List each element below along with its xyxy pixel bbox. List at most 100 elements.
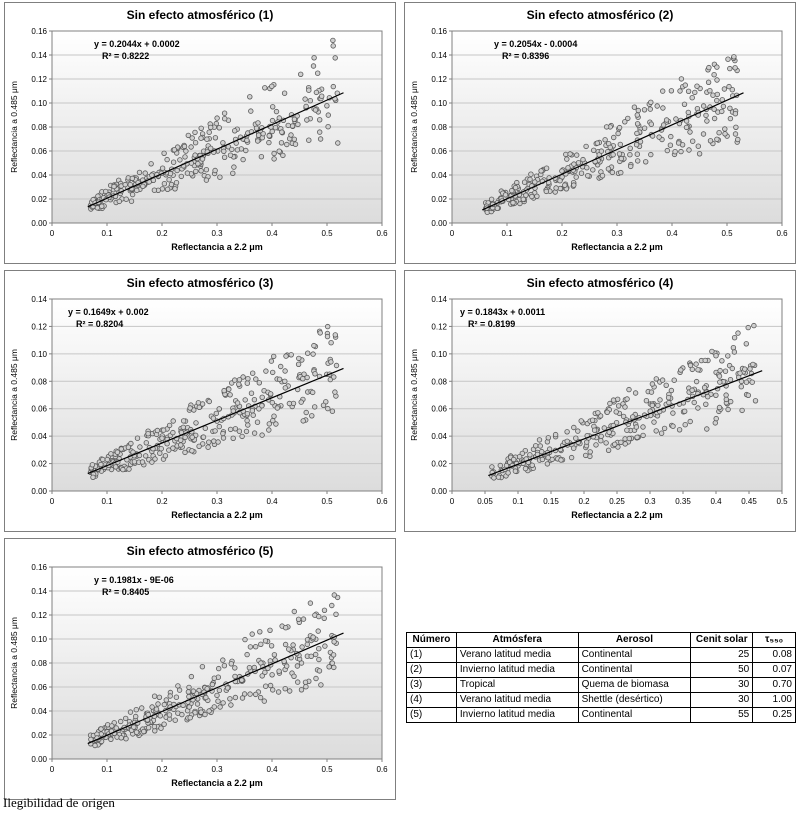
svg-text:0.12: 0.12 (31, 75, 47, 84)
svg-text:0.12: 0.12 (31, 322, 47, 331)
svg-text:0.6: 0.6 (376, 497, 388, 506)
svg-text:0.2: 0.2 (156, 765, 168, 774)
svg-text:0.45: 0.45 (741, 497, 757, 506)
svg-text:0.06: 0.06 (31, 405, 47, 414)
svg-text:0.04: 0.04 (31, 707, 47, 716)
table-cell: Quema de biomasa (577, 677, 692, 693)
svg-text:0.3: 0.3 (611, 229, 623, 238)
svg-text:0.5: 0.5 (321, 229, 333, 238)
scatter-chart-3: 0.00 0.02 0.04 0.06 0.08 0.10 0.12 0.14 0 0.1 0.2 0… (9, 295, 388, 520)
svg-text:0.12: 0.12 (431, 75, 447, 84)
svg-text:y = 0.1981x - 9E-06: y = 0.1981x - 9E-06 (94, 575, 174, 585)
svg-text:0.06: 0.06 (431, 405, 447, 414)
table-cell: (1) (406, 647, 457, 663)
chart-panel-3: Sin efecto atmosférico (3) 0.00 0.02 0.04 0… (4, 270, 396, 532)
table-cell: Continental (577, 707, 692, 723)
source-caption: Ilegibilidad de origen (3, 795, 115, 810)
parameters-table: Número Atmósfera Aerosol Cenit solar τ₅₅₀ (1)… (406, 632, 796, 723)
svg-text:0.02: 0.02 (31, 731, 47, 740)
svg-text:0.3: 0.3 (211, 765, 223, 774)
table-header-1: Número (406, 632, 457, 648)
svg-text:0: 0 (450, 497, 455, 506)
svg-text:y = 0.1649x + 0.002: y = 0.1649x + 0.002 (68, 307, 149, 317)
table-cell: 30 (690, 677, 754, 693)
scatter-chart-2: 0.00 0.02 0.04 0.06 0.08 0.10 0.12 0.14 0.16 0 0.1… (409, 27, 788, 252)
svg-text:Reflectancia a 2.2 μm: Reflectancia a 2.2 μm (171, 778, 263, 788)
svg-text:0.15: 0.15 (543, 497, 559, 506)
chart-title-4: Sin efecto atmosférico (4) (526, 276, 674, 290)
svg-text:0.2: 0.2 (156, 229, 168, 238)
svg-text:R² = 0.8204: R² = 0.8204 (76, 319, 123, 329)
chart-panel-1: Sin efecto atmosférico (1) 0.00 0.02 0.04 0… (4, 2, 396, 264)
svg-text:y = 0.2054x - 0.0004: y = 0.2054x - 0.0004 (494, 39, 577, 49)
svg-text:0: 0 (50, 229, 55, 238)
svg-text:0.5: 0.5 (721, 229, 733, 238)
svg-text:0.00: 0.00 (31, 487, 47, 496)
svg-text:0.14: 0.14 (31, 51, 47, 60)
svg-text:Reflectancia a 2.2 μm: Reflectancia a 2.2 μm (571, 510, 663, 520)
table-cell: (4) (406, 692, 457, 708)
table-cell: Continental (577, 662, 692, 678)
svg-text:0.04: 0.04 (431, 432, 447, 441)
svg-text:0: 0 (50, 765, 55, 774)
table-cell: 25 (690, 647, 754, 663)
svg-text:0.02: 0.02 (431, 460, 447, 469)
svg-text:0.1: 0.1 (101, 497, 113, 506)
table-cell: 0.70 (752, 677, 796, 693)
parameters-table-wrap: Número Atmósfera Aerosol Cenit solar τ₅₅₀ (1)… (406, 632, 796, 723)
svg-text:Reflectancia a 2.2 μm: Reflectancia a 2.2 μm (171, 242, 263, 252)
svg-text:0.3: 0.3 (211, 229, 223, 238)
svg-text:0.10: 0.10 (31, 350, 47, 359)
svg-text:R² = 0.8396: R² = 0.8396 (502, 51, 549, 61)
table-row: (1) Verano latitud media Continental 25 0.08 (406, 647, 796, 663)
table-cell: Invierno latitud media (455, 707, 579, 723)
svg-text:0.4: 0.4 (266, 765, 278, 774)
svg-text:0.2: 0.2 (156, 497, 168, 506)
svg-text:0.35: 0.35 (675, 497, 691, 506)
svg-text:0.14: 0.14 (431, 51, 447, 60)
table-cell: 0.07 (752, 662, 796, 678)
chart-title-5: Sin efecto atmosférico (5) (126, 544, 274, 558)
svg-text:0.08: 0.08 (431, 377, 447, 386)
svg-text:0.5: 0.5 (321, 765, 333, 774)
table-cell: 1.00 (752, 692, 796, 708)
table-header-3: Aerosol (577, 632, 692, 648)
svg-text:0.04: 0.04 (431, 171, 447, 180)
table-cell: 0.25 (752, 707, 796, 723)
table-cell: Continental (577, 647, 692, 663)
svg-text:y = 0.1843x + 0.0011: y = 0.1843x + 0.0011 (460, 307, 545, 317)
svg-text:Reflectancia a 0.485 μm: Reflectancia a 0.485 μm (9, 617, 19, 709)
table-cell: Invierno latitud media (455, 662, 579, 678)
svg-text:0.08: 0.08 (31, 377, 47, 386)
table-header-4: Cenit solar (690, 632, 754, 648)
svg-text:0.08: 0.08 (431, 123, 447, 132)
svg-text:0.02: 0.02 (31, 195, 47, 204)
table-header-2: Atmósfera (455, 632, 579, 648)
table-cell: Shettle (desértico) (577, 692, 692, 708)
table-row: (5) Invierno latitud media Continental 55 0.… (406, 707, 796, 723)
svg-text:0.4: 0.4 (266, 497, 278, 506)
table-cell: (3) (406, 677, 457, 693)
svg-text:0.10: 0.10 (31, 635, 47, 644)
svg-text:0.10: 0.10 (431, 350, 447, 359)
svg-text:0.16: 0.16 (31, 27, 47, 36)
svg-text:0.1: 0.1 (512, 497, 524, 506)
table-row: (4) Verano latitud media Shettle (desértic… (406, 692, 796, 708)
svg-text:0.1: 0.1 (101, 229, 113, 238)
svg-text:0.5: 0.5 (321, 497, 333, 506)
svg-text:0.4: 0.4 (666, 229, 678, 238)
svg-text:0.12: 0.12 (31, 611, 47, 620)
svg-text:Reflectancia a 0.485 μm: Reflectancia a 0.485 μm (9, 349, 19, 441)
svg-text:0: 0 (50, 497, 55, 506)
table-cell: Verano latitud media (455, 692, 579, 708)
svg-text:0.06: 0.06 (31, 683, 47, 692)
svg-text:0.06: 0.06 (31, 147, 47, 156)
svg-text:R² = 0.8222: R² = 0.8222 (102, 51, 149, 61)
svg-text:0.6: 0.6 (376, 229, 388, 238)
svg-text:Reflectancia a 0.485 μm: Reflectancia a 0.485 μm (9, 81, 19, 173)
svg-text:0.4: 0.4 (710, 497, 722, 506)
svg-text:0.08: 0.08 (31, 123, 47, 132)
svg-text:0.06: 0.06 (431, 147, 447, 156)
svg-text:0.16: 0.16 (431, 27, 447, 36)
svg-text:0.00: 0.00 (31, 219, 47, 228)
